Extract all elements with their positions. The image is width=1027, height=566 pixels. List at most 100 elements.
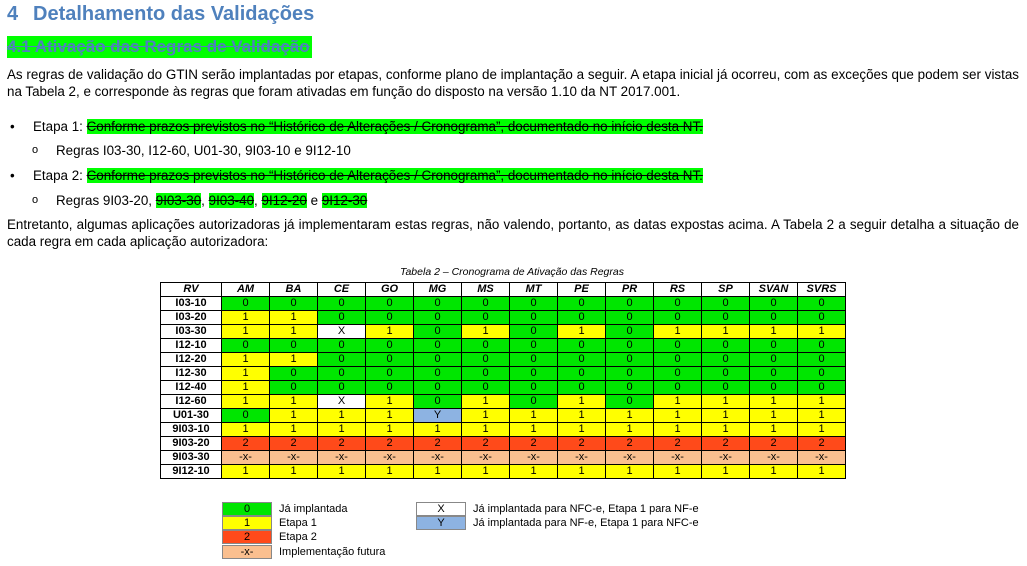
status-cell: 0 bbox=[605, 310, 654, 325]
status-cell: 0 bbox=[749, 338, 798, 353]
status-cell: 1 bbox=[749, 408, 798, 423]
status-cell: 1 bbox=[749, 394, 798, 409]
status-cell: 0 bbox=[605, 324, 654, 339]
rule-code: I03-30 bbox=[160, 324, 222, 339]
rule-code: 9I03-20 bbox=[160, 436, 222, 451]
status-cell: 2 bbox=[749, 436, 798, 451]
section-number: 4 bbox=[7, 3, 19, 25]
legend-swatch: X bbox=[416, 502, 466, 516]
section-title: Detalhamento das Validações bbox=[33, 3, 315, 25]
status-cell: 1 bbox=[365, 324, 414, 339]
legend-swatch: 1 bbox=[222, 516, 272, 530]
status-cell: 0 bbox=[605, 394, 654, 409]
subsection-heading: 4.1 Ativação das Regras de Validação bbox=[7, 36, 312, 58]
status-cell: 1 bbox=[509, 422, 558, 437]
bullet-dot: • bbox=[10, 119, 15, 134]
status-cell: 0 bbox=[557, 352, 606, 367]
status-cell: 0 bbox=[557, 380, 606, 395]
status-cell: 1 bbox=[509, 464, 558, 479]
status-cell: 1 bbox=[653, 394, 702, 409]
status-cell: 2 bbox=[365, 436, 414, 451]
status-cell: 0 bbox=[605, 380, 654, 395]
legend-label: Já implantada bbox=[279, 503, 348, 515]
table-row: 9I03-30 -x- -x- -x- -x- -x- -x- -x- -x- -x- -x- -x-… bbox=[160, 450, 846, 465]
status-cell: 0 bbox=[797, 380, 846, 395]
status-cell: -x- bbox=[749, 450, 798, 465]
status-cell: 1 bbox=[221, 464, 270, 479]
status-cell: 0 bbox=[797, 352, 846, 367]
table-row: I12-20 1 1 0 0 0 0 0 0 0 0 0 0 0 bbox=[160, 352, 846, 367]
status-cell: -x- bbox=[605, 450, 654, 465]
status-cell: 0 bbox=[365, 296, 414, 311]
header-mg: MG bbox=[413, 282, 462, 297]
legend-label: Já implantada para NF-e, Etapa 1 para NF… bbox=[473, 517, 699, 529]
status-cell: 1 bbox=[557, 422, 606, 437]
status-cell: 1 bbox=[317, 408, 366, 423]
status-cell: -x- bbox=[461, 450, 510, 465]
sub-bullet-etapa-1: o Regras I03-30, I12-60, U01-30, 9I03-10… bbox=[32, 142, 351, 159]
struck-rule: 9I03-40 bbox=[208, 193, 255, 208]
legend-swatch: -x- bbox=[222, 545, 272, 559]
status-cell: 1 bbox=[797, 422, 846, 437]
status-cell: 1 bbox=[605, 464, 654, 479]
status-cell: 0 bbox=[365, 338, 414, 353]
struck-rule: 9I03-30 bbox=[155, 193, 202, 208]
status-cell: 1 bbox=[749, 464, 798, 479]
status-cell: 0 bbox=[797, 310, 846, 325]
status-cell: 0 bbox=[413, 352, 462, 367]
bullet-etapa-2: • Etapa 2: Conforme prazos previstos no … bbox=[10, 167, 703, 184]
status-cell: 0 bbox=[749, 310, 798, 325]
section-heading: 4 Detalhamento das Validações bbox=[7, 3, 314, 26]
status-cell: 0 bbox=[317, 338, 366, 353]
status-cell: 0 bbox=[701, 352, 750, 367]
status-cell: 1 bbox=[557, 408, 606, 423]
status-cell: 0 bbox=[221, 338, 270, 353]
table-row: 9I03-10 1 1 1 1 1 1 1 1 1 1 1 1 1 bbox=[160, 422, 846, 437]
status-cell: X bbox=[317, 394, 366, 409]
status-cell: -x- bbox=[221, 450, 270, 465]
status-cell: 0 bbox=[605, 352, 654, 367]
status-cell: 0 bbox=[509, 324, 558, 339]
status-cell: 1 bbox=[365, 422, 414, 437]
status-cell: 0 bbox=[653, 380, 702, 395]
status-cell: 1 bbox=[365, 464, 414, 479]
table-row: I12-60 1 1 X 1 0 1 0 1 0 1 1 1 1 bbox=[160, 394, 846, 409]
sub-bullet-marker: o bbox=[32, 144, 39, 156]
header-pr: PR bbox=[605, 282, 654, 297]
status-cell: 0 bbox=[461, 338, 510, 353]
bullet-highlight: Conforme prazos previstos no “Histórico … bbox=[86, 119, 703, 134]
legend-swatch: 0 bbox=[222, 502, 272, 516]
struck-rule: 9I12-30 bbox=[321, 193, 368, 208]
status-cell: 1 bbox=[365, 394, 414, 409]
status-cell: 0 bbox=[653, 296, 702, 311]
status-cell: 0 bbox=[365, 366, 414, 381]
status-cell: -x- bbox=[653, 450, 702, 465]
status-cell: 1 bbox=[701, 324, 750, 339]
sub-bullet-text: Regras I03-30, I12-60, U01-30, 9I03-10 e… bbox=[56, 143, 351, 158]
status-cell: -x- bbox=[797, 450, 846, 465]
status-cell: 0 bbox=[461, 366, 510, 381]
status-cell: 0 bbox=[461, 380, 510, 395]
status-cell: 1 bbox=[701, 422, 750, 437]
status-cell: 0 bbox=[605, 296, 654, 311]
status-cell: 0 bbox=[749, 380, 798, 395]
status-cell: 1 bbox=[461, 464, 510, 479]
status-cell: 0 bbox=[509, 338, 558, 353]
status-cell: 0 bbox=[269, 380, 318, 395]
rule-code: I12-20 bbox=[160, 352, 222, 367]
status-cell: 2 bbox=[221, 436, 270, 451]
header-svan: SVAN bbox=[749, 282, 798, 297]
status-cell: 0 bbox=[605, 338, 654, 353]
table-header-row: RV AM BA CE GO MG MS MT PE PR RS SP SVAN SVRS bbox=[160, 282, 846, 297]
status-cell: 2 bbox=[317, 436, 366, 451]
header-ce: CE bbox=[317, 282, 366, 297]
status-cell: 2 bbox=[605, 436, 654, 451]
status-cell: 1 bbox=[221, 352, 270, 367]
status-cell: 1 bbox=[461, 408, 510, 423]
legend-swatch: 2 bbox=[222, 530, 272, 544]
rule-code: 9I12-10 bbox=[160, 464, 222, 479]
status-cell: 0 bbox=[269, 366, 318, 381]
status-cell: 0 bbox=[461, 310, 510, 325]
status-cell: 1 bbox=[221, 394, 270, 409]
header-rv: RV bbox=[160, 282, 222, 297]
